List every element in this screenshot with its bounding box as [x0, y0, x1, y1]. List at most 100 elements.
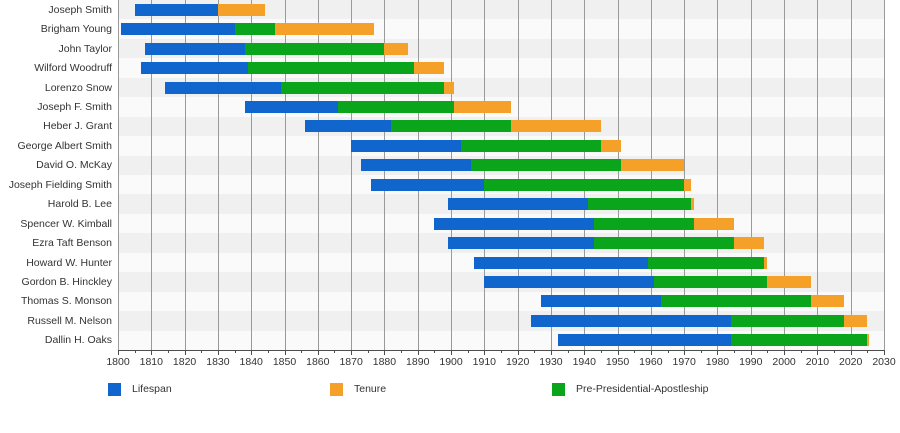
- gridline: [151, 0, 153, 350]
- x-tick-label: 1970: [672, 356, 696, 368]
- x-tick: [451, 350, 453, 355]
- apostleship-bar: [337, 100, 455, 113]
- x-tick: [484, 350, 486, 355]
- legend-item[interactable]: Lifespan: [108, 383, 172, 396]
- gridline: [884, 0, 885, 350]
- x-tick-label: 1850: [272, 356, 297, 368]
- x-tick: [767, 350, 769, 353]
- x-tick-label: 2030: [872, 356, 896, 368]
- category-label: Joseph F. Smith: [37, 100, 112, 113]
- x-tick-label: 1910: [472, 356, 497, 368]
- x-tick: [167, 350, 169, 353]
- legend-label: Pre-Presidential-Apostleship: [576, 383, 709, 395]
- category-label: Ezra Taft Benson: [32, 237, 112, 250]
- tenure-bar: [444, 81, 455, 94]
- gridline: [317, 0, 319, 350]
- x-tick: [401, 350, 403, 353]
- x-tick: [284, 350, 286, 355]
- gridline: [118, 0, 119, 350]
- apostleship-bar: [234, 23, 275, 36]
- x-tick-label: 1920: [505, 356, 530, 368]
- tenure-bar: [767, 275, 811, 288]
- gridline: [550, 0, 552, 350]
- apostleship-bar: [730, 314, 845, 327]
- x-tick: [234, 350, 236, 353]
- x-tick: [417, 350, 419, 355]
- x-tick: [850, 350, 852, 355]
- legend-label: Lifespan: [132, 383, 172, 395]
- x-tick-label: 1930: [539, 356, 563, 368]
- tenure-bar: [734, 237, 765, 250]
- x-tick-label: 1810: [139, 356, 163, 368]
- apostleship-bar: [484, 178, 685, 191]
- x-tick: [800, 350, 802, 353]
- x-tick: [684, 350, 686, 355]
- tenure-bar: [690, 198, 695, 211]
- x-tick: [217, 350, 219, 355]
- x-tick: [118, 350, 119, 355]
- tenure-bar: [274, 23, 375, 36]
- x-tick-label: 1940: [572, 356, 596, 368]
- category-label: Wilford Woodruff: [34, 62, 112, 75]
- chart-legend: Lifespan Tenure Pre-Presidential-Apostlesh…: [0, 383, 900, 403]
- category-label: Harold B. Lee: [47, 198, 112, 211]
- x-tick-label: 1800: [106, 356, 130, 368]
- x-tick: [534, 350, 536, 353]
- gridline: [184, 0, 186, 350]
- plot-area: [118, 0, 885, 350]
- apostleship-bar: [244, 42, 385, 55]
- x-tick-label: 1820: [172, 356, 197, 368]
- category-label: John Taylor: [58, 42, 112, 55]
- x-tick: [867, 350, 869, 353]
- tenure-bar: [810, 295, 845, 308]
- x-tick-label: 1880: [372, 356, 397, 368]
- legend-item[interactable]: Tenure: [330, 383, 386, 396]
- category-label: Brigham Young: [40, 23, 112, 36]
- gridline: [417, 0, 419, 350]
- legend-swatch-icon: [108, 383, 121, 396]
- gridline: [717, 0, 719, 350]
- x-tick: [267, 350, 269, 353]
- x-tick: [517, 350, 519, 355]
- tenure-bar: [844, 314, 868, 327]
- x-tick: [817, 350, 819, 355]
- x-tick-label: 2010: [805, 356, 830, 368]
- tenure-bar: [384, 42, 408, 55]
- x-tick: [384, 350, 386, 355]
- gridline: [217, 0, 219, 350]
- apostleship-bar: [654, 275, 768, 288]
- x-tick: [251, 350, 253, 355]
- x-tick: [584, 350, 586, 355]
- x-tick: [467, 350, 469, 353]
- apostleship-bar: [594, 237, 735, 250]
- x-tick-label: 2000: [772, 356, 796, 368]
- gridline: [817, 0, 819, 350]
- legend-label: Tenure: [354, 383, 387, 395]
- legend-item[interactable]: Pre-Presidential-Apostleship: [552, 383, 708, 396]
- x-tick: [734, 350, 736, 353]
- tenure-bar: [694, 217, 735, 230]
- x-tick: [201, 350, 203, 353]
- category-label: Spencer W. Kimball: [20, 217, 112, 230]
- legend-swatch-icon: [552, 383, 565, 396]
- apostleship-bar: [391, 120, 511, 133]
- x-tick: [434, 350, 436, 353]
- x-tick: [650, 350, 652, 355]
- category-label: Russell M. Nelson: [27, 314, 112, 327]
- x-tick-label: 1960: [639, 356, 663, 368]
- x-tick: [301, 350, 303, 353]
- x-tick: [567, 350, 569, 353]
- tenure-bar: [867, 334, 870, 347]
- gridline: [284, 0, 286, 350]
- category-label: George Albert Smith: [17, 139, 112, 152]
- x-tick: [501, 350, 502, 353]
- x-tick: [617, 350, 619, 355]
- apostleship-bar: [247, 62, 415, 75]
- x-tick: [667, 350, 669, 353]
- gridline: [850, 0, 852, 350]
- tenure-bar: [600, 139, 621, 152]
- category-label: Lorenzo Snow: [44, 81, 112, 94]
- x-tick: [784, 350, 786, 355]
- category-label: Heber J. Grant: [43, 120, 112, 133]
